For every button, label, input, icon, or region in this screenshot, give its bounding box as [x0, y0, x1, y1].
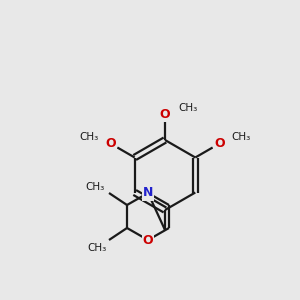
Text: CH₃: CH₃	[178, 103, 197, 113]
Text: O: O	[143, 233, 153, 247]
Text: CH₃: CH₃	[87, 243, 106, 253]
Text: CH₃: CH₃	[80, 131, 99, 142]
Text: N: N	[143, 187, 153, 200]
Text: O: O	[160, 107, 170, 121]
Text: O: O	[214, 137, 225, 150]
Text: O: O	[105, 137, 116, 150]
Text: CH₃: CH₃	[85, 182, 105, 192]
Text: CH₃: CH₃	[231, 131, 250, 142]
